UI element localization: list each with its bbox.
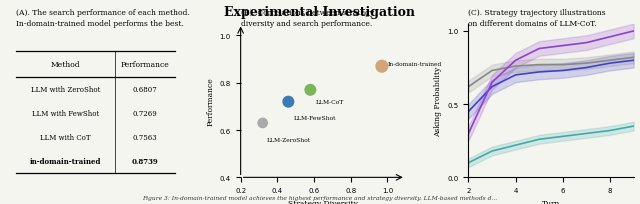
Text: 0.7563: 0.7563 [132, 133, 157, 141]
Point [284, 101, 294, 104]
Text: (B). Correlations between strategy
diversity and search performance.: (B). Correlations between strategy diver… [241, 9, 374, 28]
Point [305, 89, 316, 92]
Point [257, 122, 268, 125]
Text: (C). Strategy trajectory illustrations
on different domains of LLM-CoT.: (C). Strategy trajectory illustrations o… [468, 9, 606, 28]
Text: 0.8739: 0.8739 [131, 157, 158, 165]
Text: LLM with ZeroShot: LLM with ZeroShot [31, 86, 100, 94]
Text: Method: Method [51, 61, 81, 69]
Text: (A). The search performance of each method.
In-domain-trained model performs the: (A). The search performance of each meth… [16, 9, 190, 28]
Text: LLM-CoT: LLM-CoT [316, 100, 344, 105]
Point [377, 65, 387, 69]
Y-axis label: Asking Probability: Asking Probability [434, 66, 442, 136]
Text: 0.7269: 0.7269 [132, 110, 157, 118]
Text: in-domain-trained: in-domain-trained [30, 157, 101, 165]
Text: LLM with FewShot: LLM with FewShot [32, 110, 99, 118]
Text: LLM with CoT: LLM with CoT [40, 133, 91, 141]
Text: In-domain-trained: In-domain-trained [387, 62, 442, 67]
Text: 0.6807: 0.6807 [132, 86, 157, 94]
Text: Performance: Performance [120, 61, 169, 69]
Text: Figure 3: In-domain-trained model achieves the highest performance and strategy : Figure 3: In-domain-trained model achiev… [143, 195, 497, 200]
Text: Experimental Investigation: Experimental Investigation [225, 6, 415, 19]
Text: LLM-ZeroShot: LLM-ZeroShot [266, 137, 310, 142]
X-axis label: Strategy Diversity: Strategy Diversity [288, 199, 358, 204]
Y-axis label: Performance: Performance [206, 77, 214, 125]
Text: LLM-FewShot: LLM-FewShot [294, 115, 337, 120]
X-axis label: Turn: Turn [542, 199, 560, 204]
